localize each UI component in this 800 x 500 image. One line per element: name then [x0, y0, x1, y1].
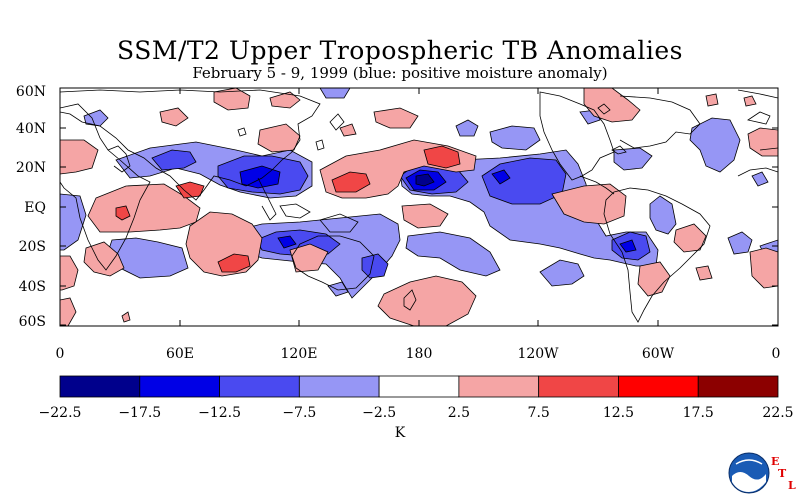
- colorbar-swatch-3: [298, 375, 380, 398]
- lon-label-180: 180: [406, 346, 433, 362]
- latitude-axis: 60N 40N 20N EQ 20S 40S 60S: [16, 84, 778, 330]
- colorbar-tick-label-1: −17.5: [118, 405, 161, 421]
- colorbar-tick-label-3: −7.5: [282, 405, 316, 421]
- colorbar-tick-label-9: 22.5: [762, 405, 793, 421]
- colorbar-tick-label-4: −2.5: [362, 405, 396, 421]
- anomaly-darkest-blue: [415, 173, 435, 187]
- anomaly-fields: [60, 88, 778, 326]
- lat-label-40s: 40S: [19, 279, 46, 295]
- lon-label-120w: 120W: [517, 346, 559, 362]
- colorbar-tick-label-5: 2.5: [448, 405, 470, 421]
- colorbar-swatch-1: [139, 375, 220, 398]
- lat-label-60n: 60N: [16, 84, 46, 100]
- colorbar-tick-label-2: −12.5: [198, 405, 241, 421]
- lon-label-0: 0: [56, 346, 65, 362]
- colorbar-tick-label-6: 7.5: [528, 405, 550, 421]
- lat-label-20n: 20N: [16, 160, 46, 176]
- lon-label-120e: 120E: [281, 346, 318, 362]
- lon-label-60e: 60E: [166, 346, 194, 362]
- lat-label-60s: 60S: [19, 314, 46, 330]
- etl-letter-l: L: [788, 479, 796, 492]
- etl-letter-e: E: [771, 455, 780, 468]
- lon-label-0-right: 0: [772, 346, 781, 362]
- colorbar: −22.5 −17.5 −12.5 −7.5 −2.5 2.5 7.5 12.5 17.5 22.…: [39, 375, 794, 421]
- colorbar-swatch-7: [618, 375, 699, 398]
- lat-label-eq: EQ: [24, 200, 46, 216]
- lat-label-40n: 40N: [16, 121, 46, 137]
- coastlines: [60, 89, 778, 323]
- colorbar-swatch-6: [538, 375, 619, 398]
- colorbar-swatch-0: [59, 375, 141, 398]
- colorbar-unit: K: [394, 425, 406, 441]
- map-title: SSM/T2 Upper Tropospheric TB Anomalies: [117, 36, 683, 65]
- colorbar-swatch-8: [697, 375, 779, 398]
- map-subtitle: February 5 - 9, 1999 (blue: positive moi…: [192, 64, 608, 82]
- colorbar-swatch-4: [378, 375, 460, 398]
- etl-letter-t: T: [778, 467, 787, 480]
- colorbar-swatch-2: [219, 375, 300, 398]
- lon-label-60w: 60W: [642, 346, 675, 362]
- colorbar-tick-label-0: −22.5: [39, 405, 82, 421]
- anomaly-medium-red: [115, 145, 461, 273]
- colorbar-tick-label-7: 12.5: [603, 405, 634, 421]
- noaa-logo: [728, 452, 770, 494]
- lat-label-20s: 20S: [19, 239, 46, 255]
- colorbar-swatch-5: [458, 375, 540, 398]
- longitude-axis: 0 60E 120E 180 120W 60W 0: [56, 88, 781, 362]
- colorbar-tick-label-8: 17.5: [683, 405, 714, 421]
